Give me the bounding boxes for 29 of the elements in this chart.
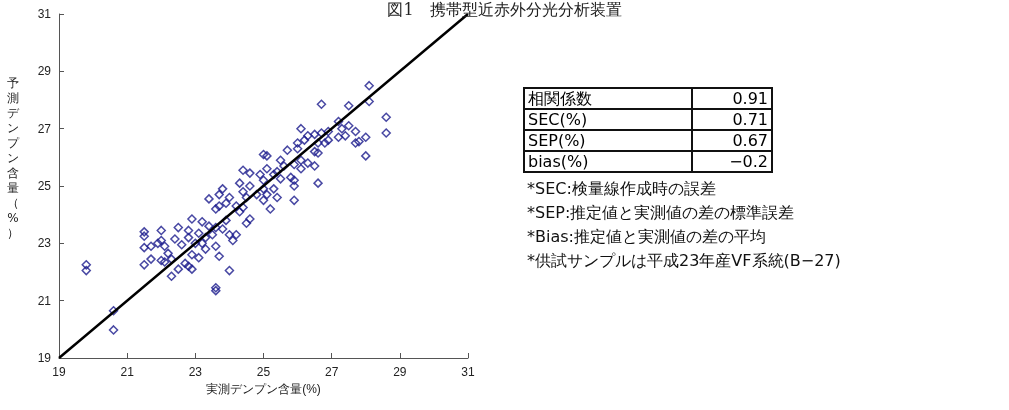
y-tick-label: 21 — [37, 293, 52, 308]
text: SEC(%) — [524, 109, 692, 130]
y-tick-label: 19 — [37, 351, 52, 365]
x-tick-label: 27 — [324, 365, 339, 379]
x-tick-label: 25 — [256, 365, 271, 379]
text: *SEP:推定値と実測値の差の標準誤差 — [527, 202, 796, 224]
x-tick-label: 29 — [393, 365, 407, 379]
text: 0.91 — [692, 88, 772, 109]
text: 相関係数 — [524, 88, 692, 109]
text: 予測デンプン含量（%） — [7, 76, 19, 240]
x-tick-label: 21 — [120, 365, 135, 379]
y-tick-label: 29 — [37, 64, 52, 79]
text: *Bias:推定値と実測値の差の平均 — [527, 226, 767, 248]
x-tick-label: 19 — [52, 365, 66, 379]
text: SEP(%) — [524, 130, 692, 151]
y-tick-label: 25 — [37, 179, 52, 193]
text: 0.71 — [692, 109, 772, 130]
y-tick-label: 31 — [37, 7, 52, 21]
x-tick-label: 31 — [461, 365, 475, 379]
x-axis-title: 実測デンプン含量(%) — [206, 381, 321, 396]
x-tick-label: 23 — [188, 365, 203, 379]
text: bias(%) — [524, 151, 692, 172]
text: −0.2 — [692, 151, 772, 172]
text: 0.67 — [692, 130, 772, 151]
text: *供試サンプルは平成23年産VF系統(B−27) — [527, 250, 841, 272]
text: 図1 携帯型近赤外分光分析装置 — [387, 0, 622, 19]
text: *SEC:検量線作成時の誤差 — [527, 178, 717, 200]
y-tick-label: 27 — [37, 121, 52, 136]
y-tick-label: 23 — [37, 236, 52, 251]
